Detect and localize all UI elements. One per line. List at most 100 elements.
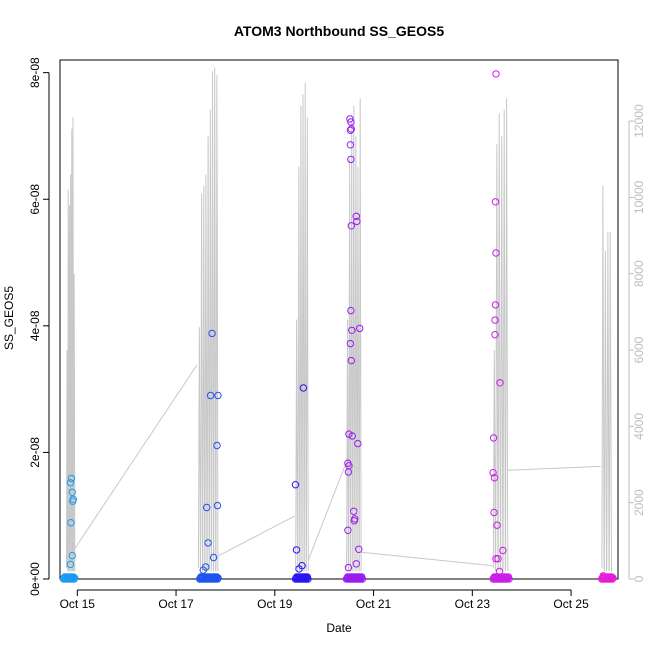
x-tick-label-5: Oct 25: [553, 597, 589, 611]
data-point-4-2: [492, 249, 500, 257]
baseline-point-1-31: [214, 574, 222, 582]
altitude-flight-line-3: [346, 98, 362, 572]
data-point-3-26: [344, 563, 353, 572]
y2-tick-label-2: 4000: [632, 413, 646, 440]
y2-tick-label-4: 8000: [632, 260, 646, 287]
data-point-1-0: [208, 329, 216, 338]
data-point-0-6: [68, 551, 77, 560]
altitude-flight-line-5: [601, 185, 613, 572]
data-point-4-0: [492, 70, 500, 78]
data-point-1-7: [209, 553, 218, 562]
plot-frame: [59, 59, 619, 580]
altitude-flight-line-0: [66, 117, 76, 572]
y-axis-label: SS_GEOS5: [2, 286, 16, 350]
y-tick-label-3: 6e-08: [28, 184, 42, 215]
data-point-5-0: [599, 572, 607, 580]
y2-tick-label-3: 6000: [632, 336, 646, 363]
data-point-0-1: [66, 479, 75, 487]
data-point-4-3: [491, 301, 500, 309]
data-point-3-12: [346, 339, 355, 348]
y2-tick-label-6: 12000: [632, 104, 646, 138]
data-point-1-5: [203, 503, 211, 512]
data-point-4-11: [493, 521, 501, 529]
altitude-transit-line-2: [307, 464, 346, 561]
data-point-3-24: [355, 545, 363, 553]
data-point-1-2: [214, 391, 222, 400]
y-tick-label-4: 8e-08: [28, 57, 42, 88]
baseline-point-2-21: [304, 575, 312, 583]
chart-title: ATOM3 Northbound SS_GEOS5: [234, 23, 444, 39]
baseline-point-0-19: [71, 574, 79, 582]
data-point-3-4: [346, 141, 355, 149]
altitude-transit-line-0: [74, 365, 198, 549]
data-point-3-15: [348, 432, 356, 440]
data-point-0-7: [66, 560, 75, 569]
y2-tick-label-0: 0: [632, 575, 646, 582]
data-point-4-13: [492, 555, 500, 563]
data-point-2-4: [295, 565, 303, 573]
data-point-0-4: [69, 497, 77, 505]
data-point-4-5: [491, 331, 499, 339]
data-point-4-4: [491, 316, 499, 324]
altitude-transit-line-3: [361, 551, 493, 567]
data-point-4-14: [494, 555, 502, 563]
data-point-3-10: [356, 324, 364, 333]
data-point-3-0: [346, 115, 354, 123]
data-point-2-0: [299, 384, 308, 392]
x-tick-label-0: Oct 15: [60, 597, 96, 611]
x-tick-label-3: Oct 21: [356, 597, 392, 611]
y-tick-label-0: 0e+00: [28, 562, 42, 596]
data-point-4-1: [491, 198, 500, 206]
data-point-3-7: [353, 217, 361, 226]
data-point-4-15: [495, 567, 504, 576]
altitude-transit-line-4: [507, 465, 601, 471]
data-point-0-0: [67, 474, 76, 483]
data-point-3-25: [352, 560, 360, 568]
y-tick-label-2: 4e-08: [28, 310, 42, 341]
baseline-point-4-27: [505, 575, 513, 583]
data-point-4-9: [490, 474, 499, 482]
data-point-3-16: [354, 439, 362, 448]
y2-tick-label-1: 2000: [632, 489, 646, 516]
data-point-1-3: [213, 441, 221, 450]
x-tick-label-2: Oct 19: [257, 597, 293, 611]
data-point-2-2: [292, 546, 301, 554]
data-point-4-8: [489, 469, 497, 477]
y2-tick-label-5: 10000: [632, 180, 646, 214]
data-point-0-5: [67, 519, 75, 527]
altitude-transit-line-1: [217, 515, 295, 557]
data-point-3-20: [350, 507, 358, 515]
data-point-3-5: [347, 155, 355, 164]
data-point-3-2: [346, 126, 355, 135]
data-point-3-11: [348, 326, 356, 334]
data-point-3-8: [347, 222, 355, 230]
data-point-4-12: [499, 546, 507, 555]
altitude-flight-line-2: [295, 82, 309, 572]
data-point-4-7: [489, 434, 498, 442]
data-point-1-6: [204, 539, 212, 547]
y-tick-label-1: 2e-08: [28, 437, 42, 468]
altitude-flight-line-4: [492, 98, 509, 572]
data-point-1-1: [206, 391, 215, 400]
data-point-3-23: [344, 526, 352, 534]
data-point-1-4: [213, 501, 222, 510]
data-point-1-9: [199, 566, 207, 574]
data-point-4-10: [490, 508, 498, 517]
data-point-0-2: [68, 488, 77, 496]
data-point-3-9: [347, 306, 355, 315]
x-tick-label-4: Oct 23: [455, 597, 491, 611]
axes-layer: Oct 15 Oct 17 Oct 19 Oct 21 Oct 23 Oct 25 0e+0…: [28, 57, 646, 611]
data-point-3-6: [352, 212, 360, 221]
data-point-3-3: [347, 125, 355, 133]
baseline-point-3-27: [358, 575, 367, 583]
data-point-3-1: [347, 118, 355, 126]
data-point-3-13: [347, 356, 355, 365]
data-point-5-1: [602, 573, 611, 581]
data-point-3-19: [344, 468, 353, 476]
data-point-2-1: [291, 481, 300, 489]
data-point-4-6: [496, 379, 504, 387]
data-points-layer: [59, 70, 617, 583]
altitude-line-layer: [66, 67, 613, 572]
altitude-flight-line-1: [197, 67, 219, 572]
